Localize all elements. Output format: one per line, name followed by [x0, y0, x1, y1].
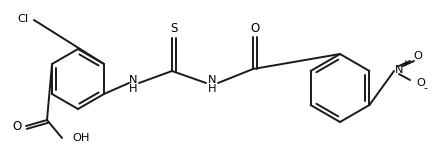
Text: O: O — [250, 21, 259, 34]
Text: -: - — [423, 83, 427, 93]
Text: O: O — [13, 121, 22, 134]
Text: O: O — [416, 78, 425, 88]
Text: H: H — [208, 84, 216, 94]
Text: N: N — [395, 65, 403, 75]
Text: O: O — [413, 51, 422, 61]
Text: N: N — [208, 75, 216, 85]
Text: +: + — [401, 60, 409, 69]
Text: N: N — [129, 75, 137, 85]
Text: S: S — [170, 22, 178, 36]
Text: OH: OH — [72, 133, 89, 143]
Text: Cl: Cl — [17, 14, 28, 24]
Text: H: H — [129, 84, 137, 94]
